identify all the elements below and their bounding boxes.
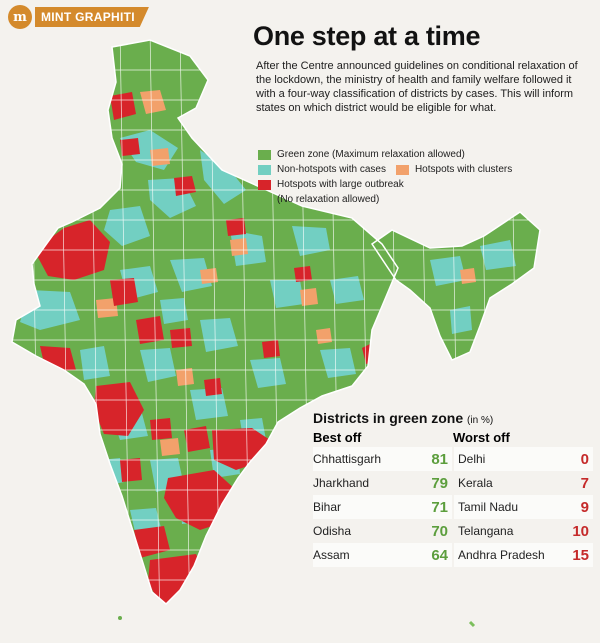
- state-value: 9: [580, 498, 589, 516]
- best-off-header: Best off: [313, 430, 362, 445]
- table-row: Bihar 71: [313, 495, 452, 519]
- state-value: 15: [572, 546, 589, 564]
- state-name: Assam: [313, 548, 350, 562]
- state-value: 81: [431, 450, 448, 468]
- worst-off-column: Delhi 0 Kerala 7 Tamil Nadu 9 Telangana 10 A…: [454, 447, 593, 567]
- legend-label-nonhotspot: Non-hotspots with cases: [277, 164, 386, 175]
- table-title-text: Districts in green zone: [313, 410, 464, 426]
- legend-swatch-nonhotspot: [258, 164, 271, 175]
- table-row: Chhattisgarh 81: [313, 447, 452, 471]
- table-row: Delhi 0: [454, 447, 593, 471]
- description: After the Centre announced guidelines on…: [256, 60, 578, 114]
- table-row: Jharkhand 79: [313, 471, 452, 495]
- island-marker: [118, 616, 122, 620]
- best-off-column: Chhattisgarh 81 Jharkhand 79 Bihar 71 Odish…: [313, 447, 452, 567]
- table-row: Odisha 70: [313, 519, 452, 543]
- legend-outbreak: Hotspots with large outbreak: [258, 177, 588, 192]
- state-name: Odisha: [313, 524, 352, 538]
- state-name: Bihar: [313, 500, 342, 514]
- legend-row-2: Non-hotspots with cases Hotspots with cl…: [258, 162, 588, 177]
- state-value: 79: [431, 474, 448, 492]
- state-value: 64: [431, 546, 448, 564]
- worst-off-header: Worst off: [453, 430, 510, 445]
- table-row: Andhra Pradesh 15: [454, 543, 593, 567]
- table-row: Assam 64: [313, 543, 452, 567]
- state-value: 7: [580, 474, 589, 492]
- legend-swatch-outbreak: [258, 179, 271, 190]
- state-name: Jharkhand: [313, 476, 370, 490]
- state-name: Tamil Nadu: [458, 500, 519, 514]
- table-headers: Best off Worst off: [313, 430, 595, 447]
- legend-swatch-clusters: [395, 164, 409, 175]
- legend-green: Green zone (Maximum relaxation allowed): [258, 147, 588, 162]
- table-title: Districts in green zone (in %): [313, 410, 595, 430]
- table-row: Tamil Nadu 9: [454, 495, 593, 519]
- table-row: Telangana 10: [454, 519, 593, 543]
- state-value: 0: [580, 450, 589, 468]
- legend-label-outbreak: Hotspots with large outbreak: [277, 179, 404, 190]
- state-value: 70: [431, 522, 448, 540]
- brand-tag: MINT GRAPHITI: [35, 7, 149, 27]
- legend: Green zone (Maximum relaxation allowed) …: [258, 147, 588, 206]
- state-name: Kerala: [458, 476, 493, 490]
- page-title: One step at a time: [253, 21, 481, 51]
- state-value: 10: [572, 522, 589, 540]
- state-value: 71: [431, 498, 448, 516]
- table-unit: (in %): [467, 415, 494, 426]
- legend-swatch-green: [258, 149, 271, 160]
- state-name: Telangana: [458, 524, 514, 538]
- state-name: Andhra Pradesh: [458, 548, 545, 562]
- state-name: Chhattisgarh: [313, 452, 382, 466]
- header-bar: m MINT GRAPHITI: [0, 0, 600, 34]
- table-row: Kerala 7: [454, 471, 593, 495]
- island-dots: [468, 620, 476, 628]
- brand: m MINT GRAPHITI: [8, 5, 149, 29]
- india-map: [11, 39, 541, 628]
- green-zone-table: Districts in green zone (in %) Best off …: [313, 410, 595, 567]
- mint-logo: m: [8, 5, 32, 29]
- state-name: Delhi: [458, 452, 486, 466]
- legend-label-clusters: Hotspots with clusters: [414, 164, 513, 175]
- table-body: Chhattisgarh 81 Jharkhand 79 Bihar 71 Odish…: [313, 447, 595, 567]
- legend-label-green: Green zone (Maximum relaxation allowed): [277, 149, 465, 160]
- legend-outbreak-note: (No relaxation allowed): [277, 193, 380, 205]
